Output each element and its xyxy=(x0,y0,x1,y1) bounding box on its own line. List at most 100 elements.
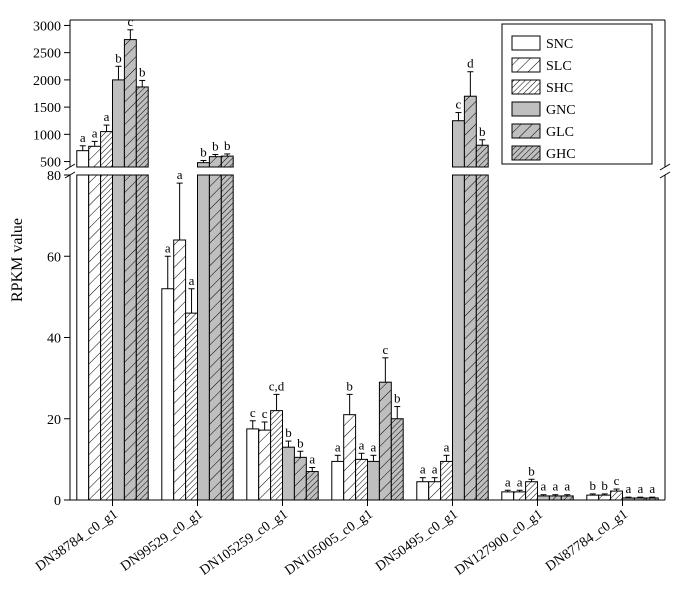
sig-letter: a xyxy=(309,452,315,467)
sig-letter: a xyxy=(335,439,341,454)
sig-letter: b xyxy=(224,138,231,153)
sig-letter: a xyxy=(165,240,171,255)
y-tick-label: 80 xyxy=(47,169,61,184)
bar-high xyxy=(221,156,233,167)
bar xyxy=(368,461,380,500)
sig-letter: a xyxy=(177,167,183,182)
legend-swatch xyxy=(512,36,540,50)
sig-letter: b xyxy=(200,144,207,159)
bar xyxy=(441,461,453,500)
y-tick-label: 2500 xyxy=(33,47,61,62)
sig-letter: c xyxy=(262,406,268,421)
bar-low xyxy=(101,175,113,500)
bar xyxy=(549,496,561,500)
bar-high xyxy=(209,157,221,167)
sig-letter: a xyxy=(189,273,195,288)
bar xyxy=(623,498,635,500)
sig-letter: b xyxy=(590,478,597,493)
bar-low xyxy=(198,175,210,500)
sig-letter: b xyxy=(139,64,146,79)
sig-letter: a xyxy=(637,481,643,496)
sig-letter: b xyxy=(346,378,353,393)
bar-low xyxy=(453,175,465,500)
bar-high xyxy=(101,132,113,167)
sig-letter: c xyxy=(456,97,462,112)
bar xyxy=(646,498,658,500)
y-tick-label: 500 xyxy=(40,156,61,171)
y-tick-label: 1000 xyxy=(33,128,61,143)
legend-swatch xyxy=(512,124,540,138)
legend-label: SHC xyxy=(546,81,573,96)
sig-letter: b xyxy=(115,50,122,65)
bar xyxy=(538,496,550,500)
bar xyxy=(587,495,599,500)
sig-letter: c xyxy=(382,342,388,357)
bar-low xyxy=(113,175,125,500)
bar xyxy=(162,289,174,500)
bar-low xyxy=(476,175,488,500)
bar xyxy=(391,419,403,500)
sig-letter: a xyxy=(92,125,98,140)
sig-letter: a xyxy=(541,479,547,494)
sig-letter: a xyxy=(564,479,570,494)
sig-letter: a xyxy=(420,462,426,477)
sig-letter: b xyxy=(297,435,304,450)
sig-letter: a xyxy=(80,130,86,145)
bar xyxy=(306,472,318,500)
sig-letter: c xyxy=(614,473,620,488)
bar-high xyxy=(476,145,488,167)
y-tick-label: 2000 xyxy=(33,74,61,89)
bar xyxy=(611,491,623,500)
legend-label: SNC xyxy=(546,37,573,52)
sig-letter: d xyxy=(467,56,474,71)
bar-low xyxy=(89,175,101,500)
sig-letter: a xyxy=(552,479,558,494)
bar xyxy=(379,382,391,500)
sig-letter: b xyxy=(394,391,401,406)
sig-letter: c xyxy=(127,14,133,29)
legend-swatch xyxy=(512,102,540,116)
sig-letter: b xyxy=(601,478,608,493)
bar xyxy=(526,482,538,500)
sig-letter: a xyxy=(371,439,377,454)
bar-high xyxy=(464,96,476,167)
bar xyxy=(344,415,356,500)
bar xyxy=(283,447,295,500)
y-tick-label: 20 xyxy=(47,413,61,428)
bar-high xyxy=(136,87,148,167)
bar-high xyxy=(113,80,125,167)
sig-letter: a xyxy=(359,437,365,452)
sig-letter: a xyxy=(649,481,655,496)
sig-letter: a xyxy=(505,474,511,489)
sig-letter: c,d xyxy=(269,378,285,393)
bar xyxy=(356,459,368,500)
bar-low xyxy=(221,175,233,500)
sig-letter: a xyxy=(626,481,632,496)
bar xyxy=(247,429,259,500)
y-tick-label: 3000 xyxy=(33,19,61,34)
sig-letter: c xyxy=(250,405,256,420)
y-axis-title: RPKM value xyxy=(9,218,26,302)
bar-high xyxy=(77,151,89,167)
bar-high xyxy=(198,163,210,167)
sig-letter: b xyxy=(285,425,292,440)
bar xyxy=(417,482,429,500)
bar-low xyxy=(209,175,221,500)
legend-label: SLC xyxy=(546,59,572,74)
bar xyxy=(271,411,283,500)
legend-swatch xyxy=(512,80,540,94)
bar xyxy=(429,482,441,500)
sig-letter: b xyxy=(212,138,219,153)
legend-label: GHC xyxy=(546,147,576,162)
sig-letter: a xyxy=(104,109,110,124)
bar-high xyxy=(124,40,136,167)
y-tick-label: 0 xyxy=(54,494,61,509)
bar xyxy=(174,240,186,500)
bar-high xyxy=(453,121,465,167)
bar xyxy=(186,313,198,500)
sig-letter: a xyxy=(517,474,523,489)
sig-letter: b xyxy=(479,124,486,139)
bar xyxy=(259,430,271,500)
bar xyxy=(599,495,611,500)
bar-low xyxy=(77,175,89,500)
